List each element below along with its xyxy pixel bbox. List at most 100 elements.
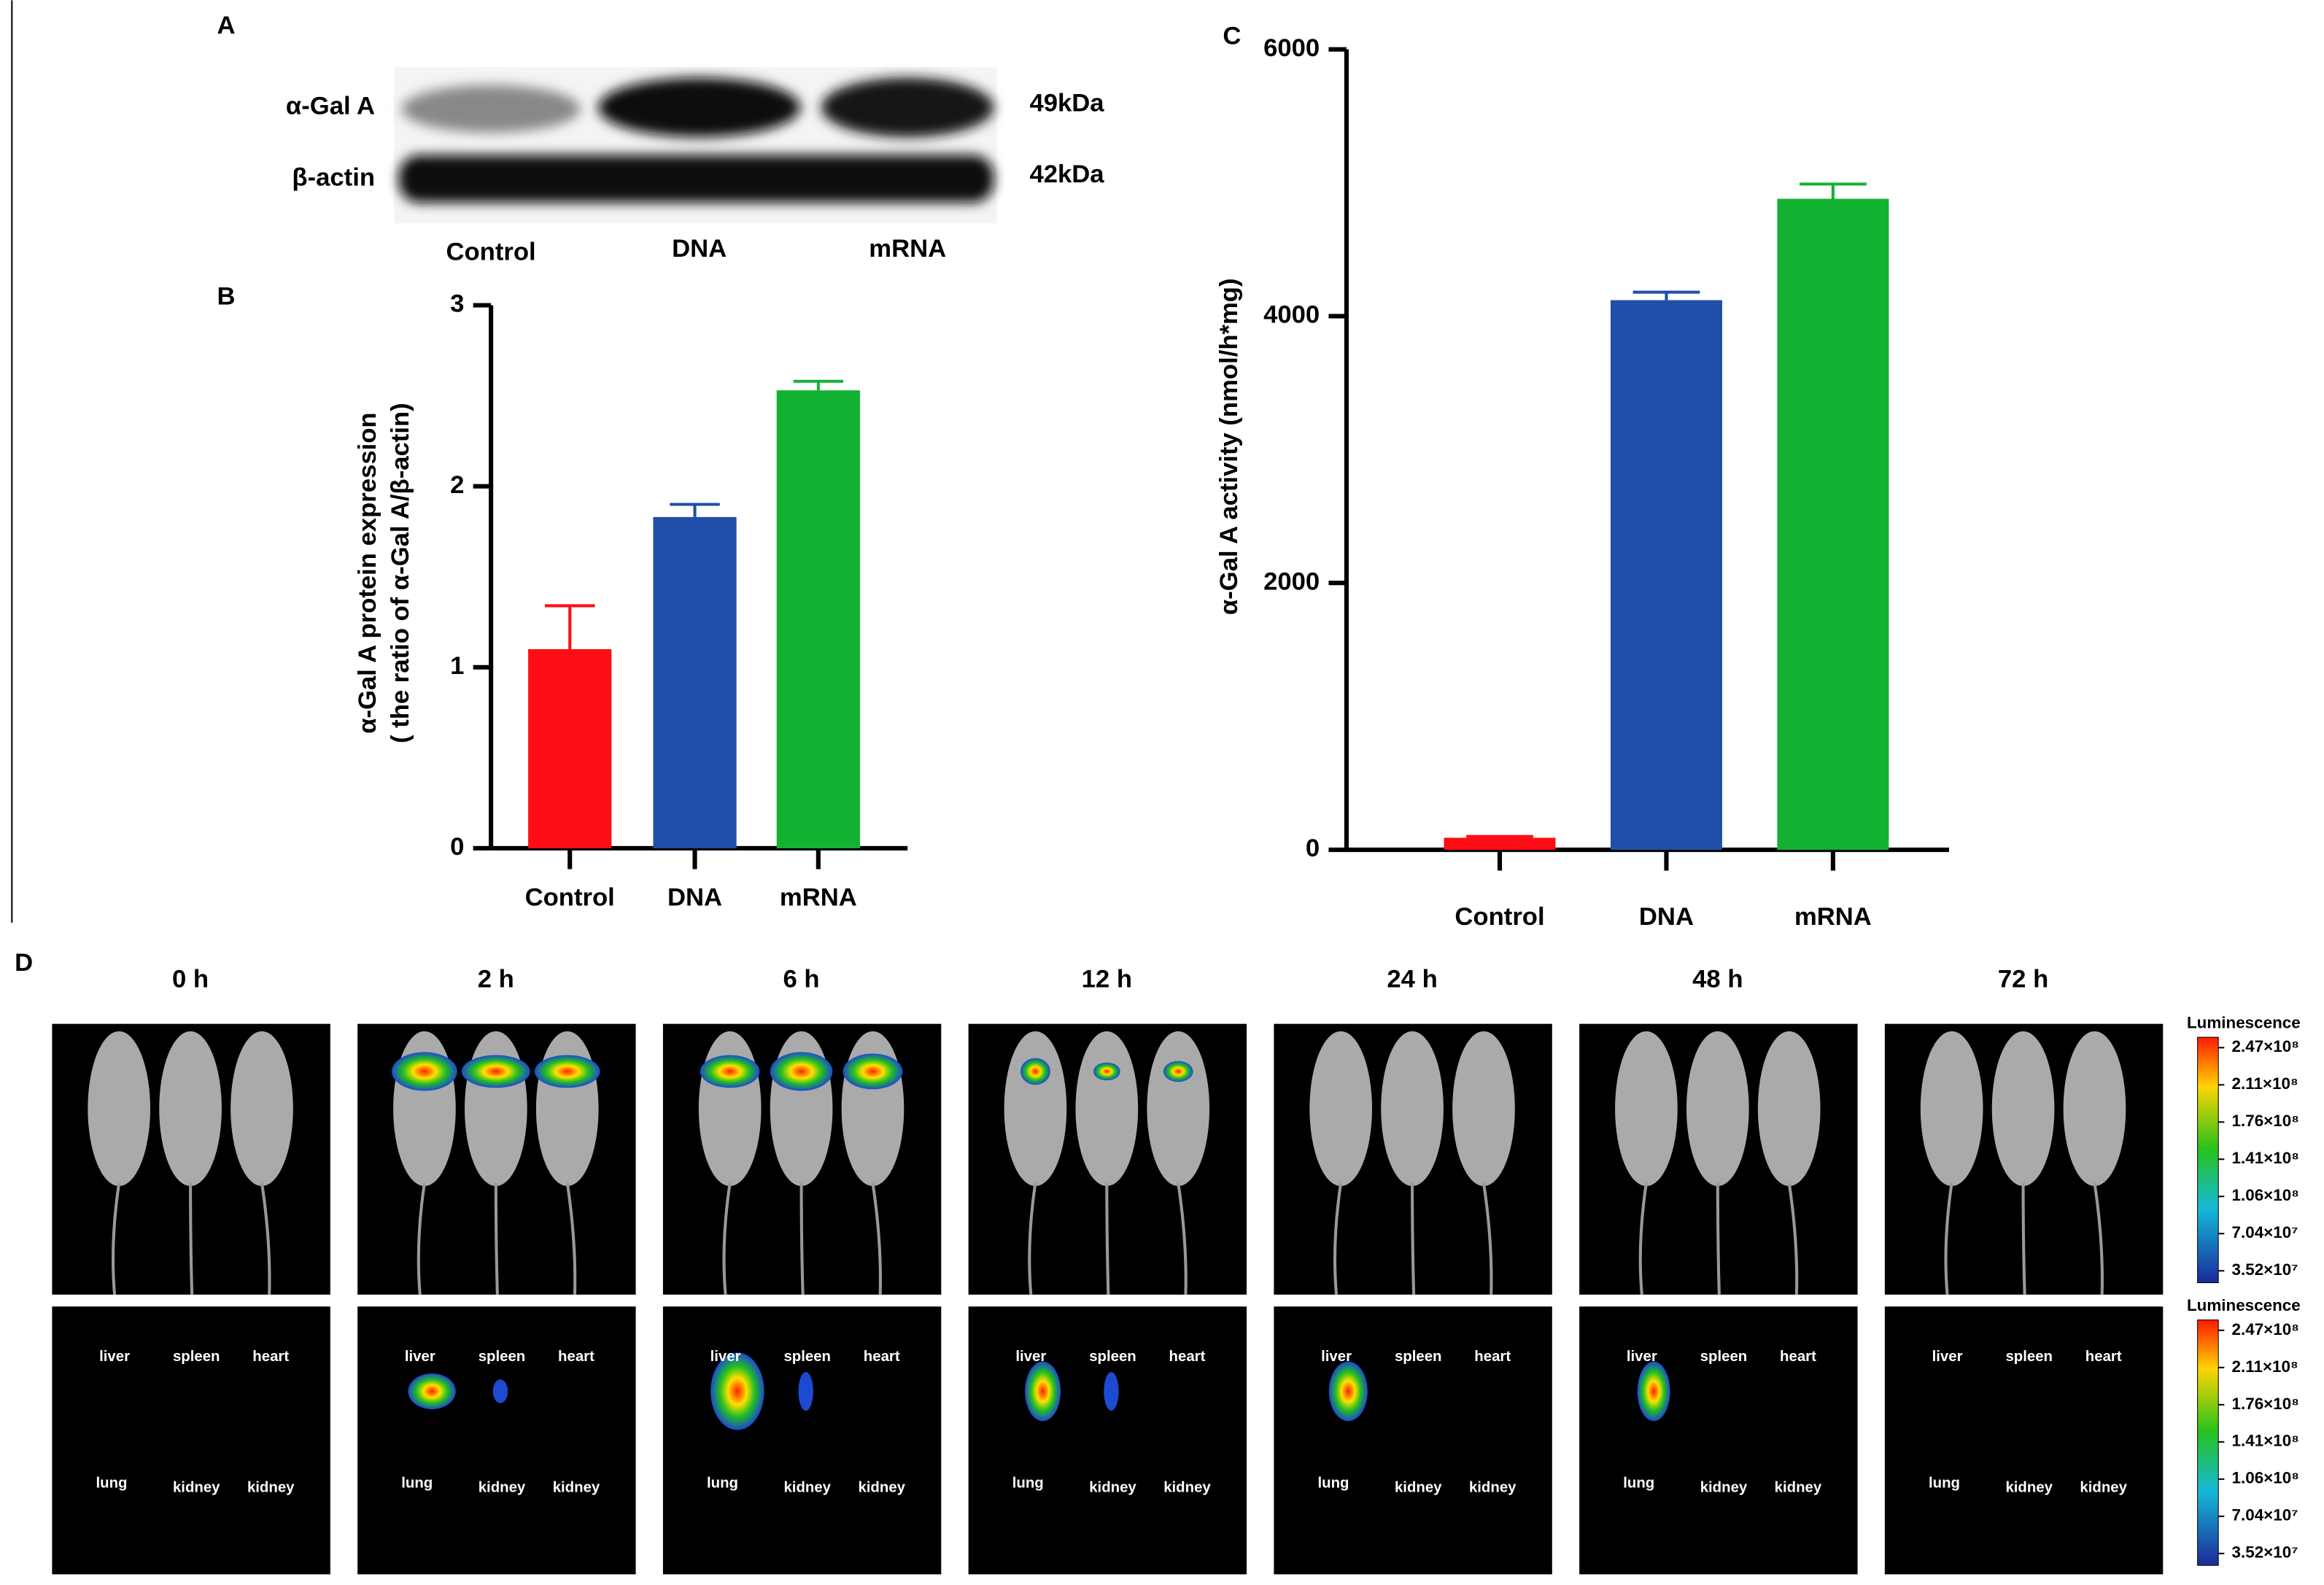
photo [1579, 1306, 1858, 1575]
organ-label: spleen [1700, 1349, 1748, 1365]
tail [871, 1182, 883, 1295]
y-tick-label: 4000 [1263, 301, 1320, 329]
tail [1481, 1182, 1493, 1295]
tail [1105, 1182, 1110, 1295]
band-size: 49kDa [1029, 89, 1104, 117]
organ-label: kidney [553, 1479, 600, 1495]
tail [417, 1182, 426, 1295]
bar [1610, 300, 1722, 850]
band-label: α-Gal A [286, 92, 375, 120]
tail [1716, 1182, 1721, 1295]
signal [1163, 1061, 1193, 1082]
photo [1884, 1306, 2164, 1575]
y-axis-label: ( the ratio of α-Gal A/β-actin) [387, 403, 414, 743]
lane-label: DNA [672, 235, 727, 263]
band-label: β-actin [292, 163, 375, 191]
organ-label: kidney [1700, 1479, 1748, 1495]
organ-label: heart [1780, 1349, 1816, 1365]
spleen-signal [798, 1371, 813, 1411]
photo [1274, 1306, 1552, 1575]
tail [722, 1182, 732, 1295]
organ-label: heart [558, 1349, 594, 1365]
organ-label: lung [401, 1475, 433, 1491]
tail [1944, 1182, 1953, 1295]
tail [2093, 1182, 2104, 1295]
panel-label: A [217, 12, 236, 39]
x-tick-label: Control [525, 883, 615, 911]
tail [260, 1182, 271, 1295]
organ-label: heart [864, 1349, 900, 1365]
organ-label: lung [1623, 1475, 1654, 1491]
tail [2021, 1182, 2026, 1295]
mouse [1004, 1031, 1067, 1186]
mouse-image [1274, 1023, 1552, 1295]
organ-label: kidney [2005, 1479, 2053, 1495]
colorbar-label: 1.06×10⁸ [2232, 1186, 2299, 1204]
organ-label: liver [1932, 1349, 1963, 1365]
y-tick-label: 1 [450, 652, 464, 680]
organ-label: liver [710, 1349, 741, 1365]
timepoint-label: 24 h [1387, 966, 1437, 993]
photo [968, 1306, 1247, 1575]
photo [52, 1306, 330, 1575]
mouse-image [52, 1023, 330, 1295]
bar [1777, 198, 1889, 850]
organ-label: heart [1169, 1349, 1206, 1365]
panel-label: D [15, 949, 33, 977]
mouse [2063, 1031, 2126, 1186]
mouse [1757, 1031, 1821, 1186]
organ-image: liver spleen heart lung kidney kidney [1274, 1306, 1552, 1575]
tail [1177, 1182, 1188, 1295]
organ-label: heart [2085, 1349, 2122, 1365]
organ-label: lung [1012, 1475, 1044, 1491]
timepoint-label: 2 h [478, 966, 514, 993]
mouse-image [662, 1023, 942, 1295]
tail [565, 1182, 577, 1295]
organ-label: lung [96, 1475, 127, 1491]
tail [1787, 1182, 1799, 1295]
mouse-image [1884, 1023, 2164, 1295]
organ-label: spleen [783, 1349, 831, 1365]
organ-label: spleen [1089, 1349, 1136, 1365]
organ-label: liver [1627, 1349, 1657, 1365]
x-tick-label: DNA [667, 883, 722, 911]
mouse [88, 1031, 151, 1186]
organ-image: liver spleen heart lung kidney kidney [1579, 1306, 1858, 1575]
organ-label: kidney [1163, 1479, 1211, 1495]
colorbar [2197, 1319, 2219, 1566]
organ-image: liver spleen heart lung kidney kidney [1884, 1306, 2164, 1575]
photo [662, 1306, 942, 1575]
mouse [1075, 1031, 1139, 1186]
x-tick-label: mRNA [780, 883, 857, 911]
y-axis-label: α-Gal A activity (nmol/h*mg) [1215, 278, 1243, 615]
liver-signal [710, 1352, 764, 1430]
signal [700, 1055, 760, 1088]
colorbar-label: 3.52×10⁷ [2232, 1543, 2298, 1562]
organ-label: kidney [1775, 1479, 1822, 1495]
organ-image: liver spleen heart lung kidney kidney [968, 1306, 1247, 1575]
tail [1411, 1182, 1416, 1295]
signal [392, 1052, 457, 1091]
signal [534, 1055, 600, 1088]
y-tick-label: 0 [450, 833, 464, 861]
organ-label: heart [1474, 1349, 1511, 1365]
organ-label: liver [1321, 1349, 1352, 1365]
organ-label: spleen [479, 1349, 526, 1365]
colorbar-label: 2.47×10⁸ [2232, 1320, 2299, 1338]
organ-image: liver spleen heart lung kidney kidney [357, 1306, 636, 1575]
organ-label: kidney [783, 1479, 831, 1495]
colorbar-title: Luminescence [2187, 1014, 2301, 1032]
x-tick-label: Control [1455, 903, 1544, 931]
timepoint-label: 48 h [1692, 966, 1743, 993]
mouse [1309, 1031, 1373, 1186]
liver-signal [1025, 1361, 1061, 1422]
organ-label: heart [252, 1349, 289, 1365]
colorbar-label: 1.06×10⁸ [2232, 1469, 2299, 1487]
organ-label: kidney [1089, 1479, 1136, 1495]
mouse [1615, 1031, 1678, 1186]
colorbar-label: 7.04×10⁷ [2232, 1223, 2298, 1241]
signal [843, 1053, 903, 1090]
timepoint-label: 72 h [1998, 966, 2048, 993]
